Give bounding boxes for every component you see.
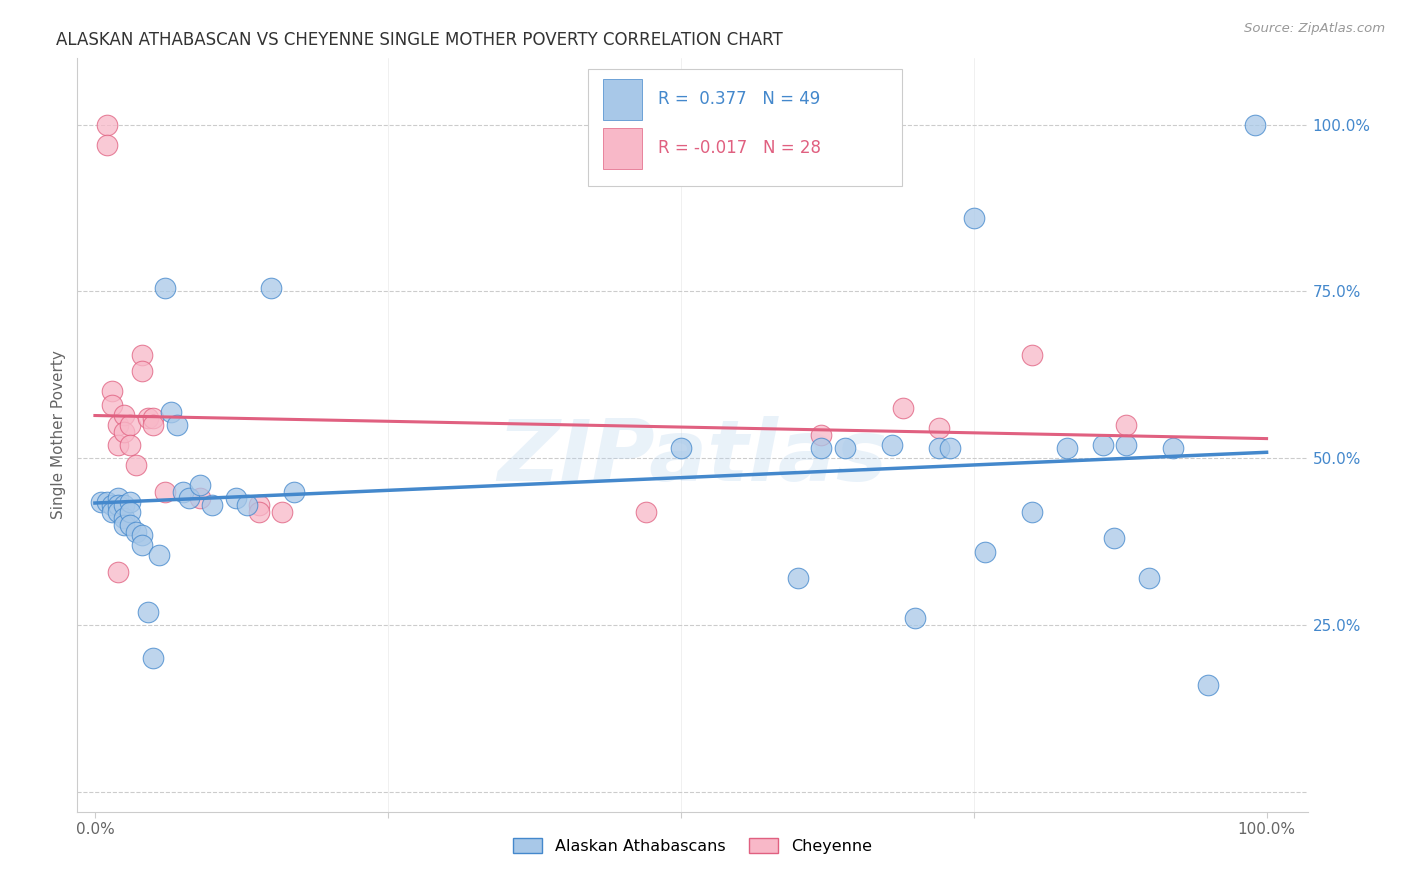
Point bbox=[112, 498, 135, 512]
Point bbox=[155, 484, 177, 499]
Point bbox=[101, 504, 124, 518]
Point bbox=[1161, 441, 1184, 455]
Point bbox=[107, 498, 129, 512]
Text: ZIPatlas: ZIPatlas bbox=[498, 416, 887, 499]
Point bbox=[247, 504, 270, 518]
FancyBboxPatch shape bbox=[603, 128, 643, 169]
Point bbox=[225, 491, 247, 506]
Point bbox=[928, 441, 950, 455]
Point bbox=[1056, 441, 1078, 455]
Point bbox=[928, 421, 950, 435]
Point bbox=[120, 517, 141, 532]
Point bbox=[131, 538, 153, 552]
Point bbox=[1197, 678, 1219, 692]
Point bbox=[669, 441, 692, 455]
Point bbox=[810, 441, 832, 455]
Point bbox=[190, 478, 212, 492]
Point bbox=[120, 504, 141, 518]
Point bbox=[939, 441, 962, 455]
Point bbox=[136, 411, 159, 425]
Point bbox=[1139, 571, 1161, 585]
Point bbox=[131, 528, 153, 542]
Point bbox=[120, 417, 141, 432]
Y-axis label: Single Mother Poverty: Single Mother Poverty bbox=[51, 351, 66, 519]
Point bbox=[893, 401, 915, 416]
Point bbox=[1115, 438, 1137, 452]
Point bbox=[283, 484, 305, 499]
Point bbox=[834, 441, 856, 455]
Point bbox=[787, 571, 810, 585]
Point bbox=[101, 398, 124, 412]
Point bbox=[125, 524, 148, 539]
Legend: Alaskan Athabascans, Cheyenne: Alaskan Athabascans, Cheyenne bbox=[506, 832, 879, 860]
Point bbox=[1091, 438, 1114, 452]
Point bbox=[125, 458, 148, 472]
Point bbox=[107, 438, 129, 452]
Point bbox=[172, 484, 194, 499]
Point bbox=[112, 408, 135, 422]
Text: R =  0.377   N = 49: R = 0.377 N = 49 bbox=[658, 90, 820, 109]
Point bbox=[101, 384, 124, 399]
Point bbox=[96, 137, 118, 152]
Point bbox=[1104, 531, 1126, 545]
Point bbox=[166, 417, 188, 432]
Point bbox=[160, 404, 183, 418]
Point bbox=[236, 498, 259, 512]
Point bbox=[155, 281, 177, 295]
Point bbox=[101, 498, 124, 512]
Point bbox=[271, 504, 294, 518]
Text: Source: ZipAtlas.com: Source: ZipAtlas.com bbox=[1244, 22, 1385, 36]
Point bbox=[120, 438, 141, 452]
Text: R = -0.017   N = 28: R = -0.017 N = 28 bbox=[658, 139, 821, 157]
Point bbox=[136, 605, 159, 619]
Point bbox=[112, 517, 135, 532]
Point bbox=[1021, 348, 1043, 362]
Point bbox=[201, 498, 224, 512]
Point bbox=[247, 498, 270, 512]
Point bbox=[90, 494, 112, 508]
FancyBboxPatch shape bbox=[603, 78, 643, 120]
Point bbox=[96, 118, 118, 132]
Point bbox=[1244, 118, 1267, 132]
Point bbox=[142, 651, 165, 665]
Point bbox=[974, 544, 997, 558]
Point bbox=[190, 491, 212, 506]
Point bbox=[880, 438, 903, 452]
Point bbox=[107, 565, 129, 579]
Point bbox=[120, 494, 141, 508]
Point bbox=[260, 281, 283, 295]
Point bbox=[177, 491, 200, 506]
Text: ALASKAN ATHABASCAN VS CHEYENNE SINGLE MOTHER POVERTY CORRELATION CHART: ALASKAN ATHABASCAN VS CHEYENNE SINGLE MO… bbox=[56, 31, 783, 49]
Point bbox=[148, 548, 170, 562]
Point bbox=[107, 417, 129, 432]
Point bbox=[904, 611, 927, 625]
Point bbox=[634, 504, 657, 518]
Point bbox=[1115, 417, 1137, 432]
Point bbox=[107, 491, 129, 506]
Point bbox=[963, 211, 986, 225]
Point bbox=[142, 417, 165, 432]
Point bbox=[131, 348, 153, 362]
Point bbox=[112, 511, 135, 525]
Point bbox=[131, 364, 153, 378]
Point bbox=[1021, 504, 1043, 518]
Point bbox=[107, 504, 129, 518]
Point bbox=[810, 427, 832, 442]
Point bbox=[112, 425, 135, 439]
Point bbox=[142, 411, 165, 425]
FancyBboxPatch shape bbox=[588, 70, 901, 186]
Point bbox=[96, 494, 118, 508]
